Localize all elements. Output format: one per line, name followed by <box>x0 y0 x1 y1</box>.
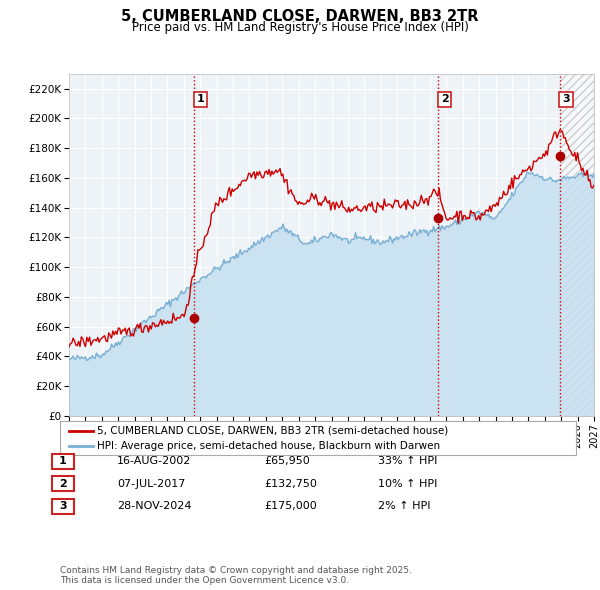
Text: 5, CUMBERLAND CLOSE, DARWEN, BB3 2TR: 5, CUMBERLAND CLOSE, DARWEN, BB3 2TR <box>121 9 479 24</box>
Text: 1: 1 <box>197 94 204 104</box>
Text: 33% ↑ HPI: 33% ↑ HPI <box>378 457 437 466</box>
Text: 1: 1 <box>59 457 67 466</box>
Text: 2% ↑ HPI: 2% ↑ HPI <box>378 502 431 511</box>
Text: 10% ↑ HPI: 10% ↑ HPI <box>378 479 437 489</box>
Text: HPI: Average price, semi-detached house, Blackburn with Darwen: HPI: Average price, semi-detached house,… <box>97 441 440 451</box>
Text: 5, CUMBERLAND CLOSE, DARWEN, BB3 2TR (semi-detached house): 5, CUMBERLAND CLOSE, DARWEN, BB3 2TR (se… <box>97 426 448 436</box>
Text: 2: 2 <box>59 479 67 489</box>
Text: Contains HM Land Registry data © Crown copyright and database right 2025.
This d: Contains HM Land Registry data © Crown c… <box>60 566 412 585</box>
Text: £175,000: £175,000 <box>264 502 317 511</box>
Text: Price paid vs. HM Land Registry's House Price Index (HPI): Price paid vs. HM Land Registry's House … <box>131 21 469 34</box>
Text: 16-AUG-2002: 16-AUG-2002 <box>117 457 191 466</box>
Text: 3: 3 <box>59 502 67 511</box>
Text: £65,950: £65,950 <box>264 457 310 466</box>
Text: 28-NOV-2024: 28-NOV-2024 <box>117 502 191 511</box>
Text: 3: 3 <box>562 94 570 104</box>
Text: 2: 2 <box>441 94 449 104</box>
Text: 07-JUL-2017: 07-JUL-2017 <box>117 479 185 489</box>
Text: £132,750: £132,750 <box>264 479 317 489</box>
